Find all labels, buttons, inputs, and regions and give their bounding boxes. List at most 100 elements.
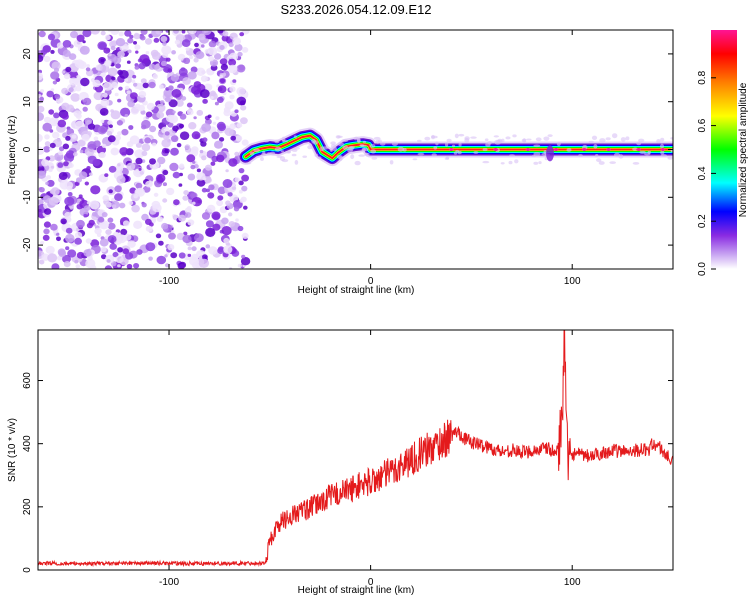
signal-speckle	[556, 141, 561, 147]
noise-blob	[162, 169, 169, 176]
noise-blob	[67, 192, 73, 197]
noise-blob	[234, 177, 240, 183]
signal-speckle	[660, 137, 665, 142]
spectrogram-y-label: Frequency (Hz)	[7, 116, 18, 185]
noise-blob	[187, 71, 197, 80]
noise-blob	[119, 202, 126, 209]
y-tick-label: 10	[22, 96, 33, 108]
noise-blob	[38, 105, 45, 113]
noise-blob	[133, 220, 143, 229]
noise-blob	[228, 58, 237, 66]
noise-blob	[178, 214, 187, 222]
noise-blob	[168, 114, 178, 124]
noise-blob	[102, 92, 108, 98]
noise-blob	[67, 249, 77, 258]
noise-blob	[187, 173, 196, 181]
noise-blob	[185, 47, 190, 51]
noise-blob	[110, 109, 114, 113]
noise-blob	[82, 30, 92, 38]
signal-speckle	[276, 155, 283, 158]
signal-speckle	[473, 151, 479, 154]
noise-blob	[229, 123, 236, 130]
noise-blob	[238, 168, 245, 174]
noise-blob	[148, 63, 156, 70]
signal-speckle	[514, 159, 519, 164]
noise-blob	[105, 201, 112, 208]
noise-blob	[106, 130, 113, 136]
noise-blob	[135, 50, 139, 54]
noise-blob	[171, 135, 179, 143]
noise-blob	[152, 142, 157, 147]
signal-speckle	[431, 153, 437, 157]
signal-speckle	[464, 136, 470, 141]
noise-blob	[86, 222, 93, 229]
noise-blob	[184, 212, 192, 218]
signal-speckle	[249, 151, 255, 156]
noise-blob	[221, 226, 232, 236]
noise-blob	[58, 146, 65, 152]
noise-blob	[174, 39, 181, 45]
noise-blob	[239, 198, 245, 203]
noise-blob	[231, 186, 236, 191]
noise-blob	[202, 98, 208, 104]
snr-y-ticks: 0 200 400 600	[22, 372, 673, 573]
noise-blob	[170, 252, 178, 259]
signal-speckle	[639, 150, 646, 154]
noise-blob	[62, 143, 70, 150]
signal-speckle	[361, 147, 366, 152]
signal-peak	[448, 148, 454, 151]
noise-blob	[201, 123, 212, 132]
noise-blob	[107, 222, 116, 230]
noise-blob	[212, 223, 221, 231]
noise-region	[38, 30, 251, 269]
noise-blob	[145, 180, 153, 188]
noise-blob	[238, 189, 243, 194]
signal-speckle	[593, 144, 598, 149]
noise-blob	[228, 212, 233, 217]
noise-blob	[201, 44, 205, 48]
noise-blob	[157, 156, 166, 165]
signal-speckle	[332, 147, 338, 152]
signal-speckle	[547, 134, 553, 138]
noise-blob	[93, 136, 99, 141]
noise-blob	[82, 40, 86, 44]
noise-blob	[162, 198, 168, 203]
signal-speckle	[274, 146, 282, 152]
noise-blob	[239, 32, 245, 37]
colorbar: 0.0 0.2 0.4 0.6 0.8 Normalized spectral ampl…	[697, 30, 749, 276]
noise-blob	[126, 60, 131, 64]
noise-blob	[229, 52, 239, 61]
signal-speckle	[350, 154, 355, 160]
noise-blob	[38, 170, 46, 179]
noise-blob	[238, 180, 244, 186]
noise-blob	[188, 122, 197, 130]
noise-blob	[114, 92, 119, 97]
noise-blob	[85, 238, 92, 244]
noise-blob	[42, 122, 52, 132]
noise-blob	[217, 85, 227, 94]
noise-blob	[168, 232, 176, 240]
noise-blob	[99, 222, 107, 229]
noise-blob	[140, 35, 146, 41]
noise-blob	[56, 236, 61, 242]
noise-blob	[49, 147, 53, 151]
noise-blob	[240, 257, 251, 266]
noise-blob	[167, 244, 175, 251]
noise-blob	[164, 254, 168, 258]
noise-blob	[217, 30, 224, 34]
noise-blob	[126, 263, 133, 269]
signal-speckle	[451, 144, 456, 148]
noise-blob	[104, 265, 112, 269]
noise-blob	[65, 150, 75, 159]
noise-blob	[217, 195, 224, 201]
signal-speckle	[494, 139, 502, 145]
noise-blob	[79, 149, 84, 154]
noise-blob	[104, 34, 111, 41]
noise-blob	[235, 218, 239, 222]
signal-speckle	[337, 135, 343, 138]
noise-blob	[38, 146, 45, 155]
noise-blob	[118, 31, 124, 37]
x-tick-label: 100	[564, 577, 581, 588]
noise-blob	[50, 71, 60, 80]
snr-y-label: SNR (10 * v/v)	[7, 418, 18, 482]
